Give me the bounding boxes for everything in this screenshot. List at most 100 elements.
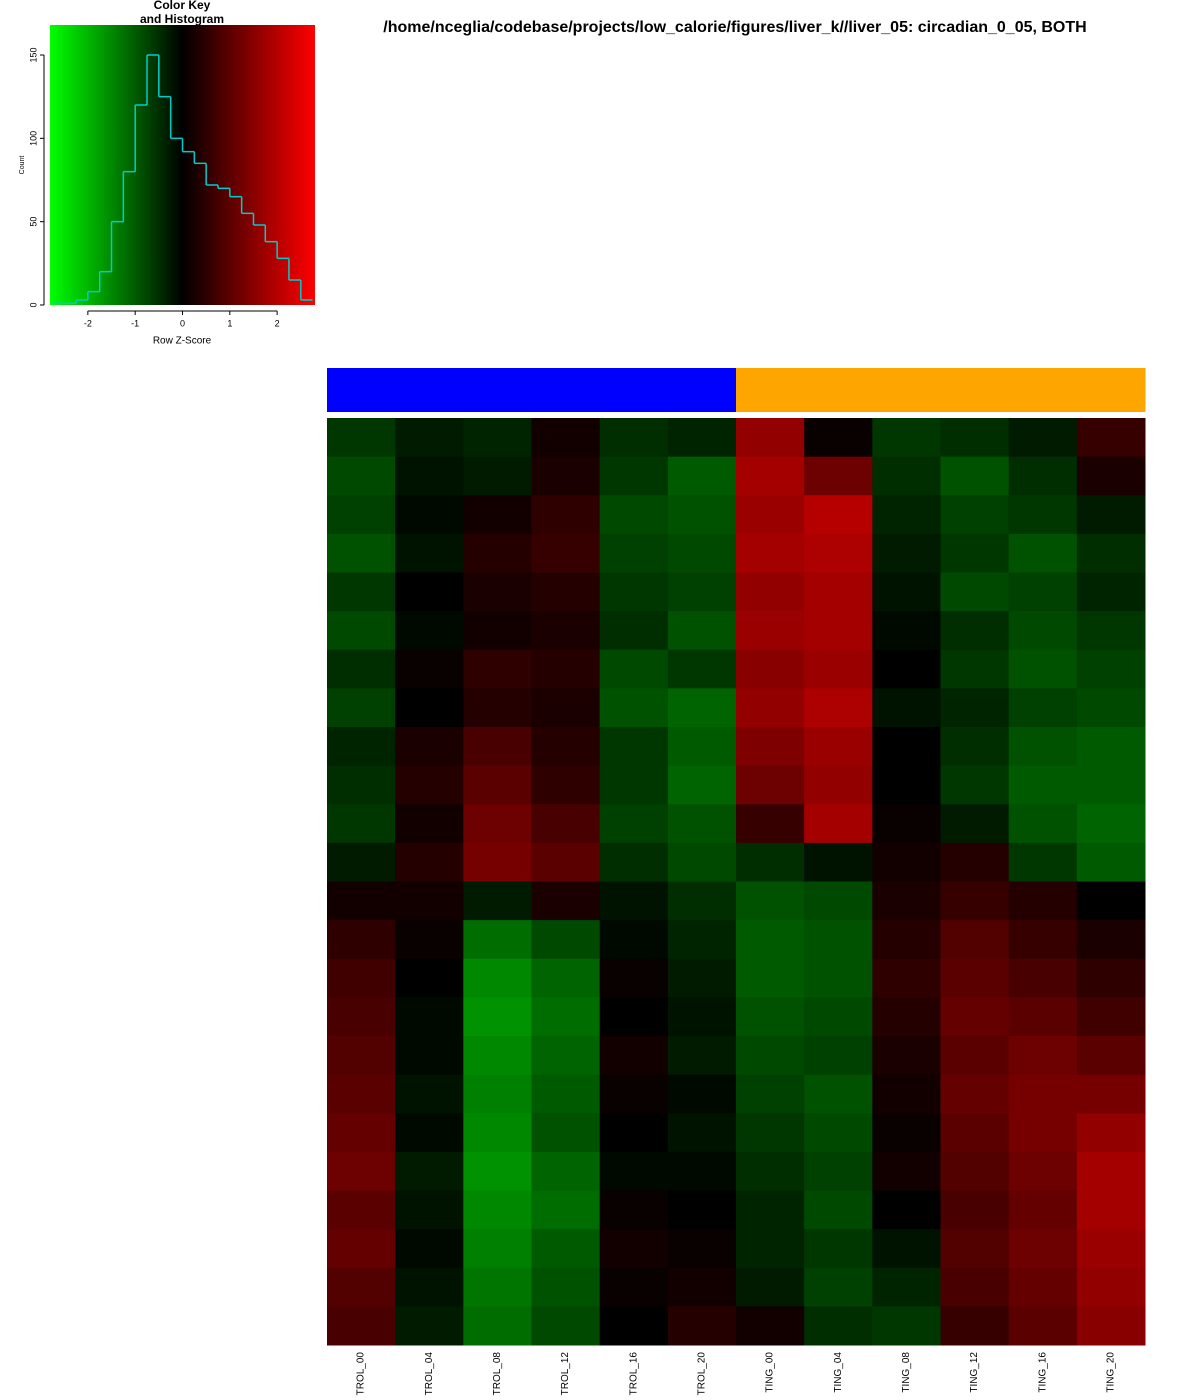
column-label: TROL_04 xyxy=(424,1352,435,1396)
heatmap-cell xyxy=(395,533,464,573)
heatmap-cell xyxy=(1076,1036,1146,1076)
heatmap-cell xyxy=(463,1190,532,1230)
heatmap-cell xyxy=(599,958,669,998)
heatmap-cell xyxy=(804,881,873,921)
heatmap-cell xyxy=(940,1036,1010,1076)
heatmap-cell xyxy=(736,1036,805,1076)
heatmap-cell xyxy=(531,958,601,998)
heatmap-cell xyxy=(667,688,737,728)
heatmap-cell xyxy=(599,649,669,689)
heatmap-cell xyxy=(599,418,669,458)
heatmap-cell xyxy=(872,881,941,921)
heatmap-cell xyxy=(395,495,464,535)
heatmap-cell xyxy=(1076,1229,1146,1269)
x-tick-label: -2 xyxy=(84,318,92,328)
heatmap-cell xyxy=(872,418,941,458)
heatmap-cell xyxy=(940,1074,1010,1114)
heatmap-cell xyxy=(599,804,669,844)
heatmap-cell xyxy=(463,572,532,612)
heatmap-cell xyxy=(1008,1267,1078,1307)
column-label: TING_08 xyxy=(901,1352,912,1393)
key-title: Color Key xyxy=(154,0,211,12)
heatmap-cell xyxy=(599,1036,669,1076)
heatmap-cell xyxy=(736,418,805,458)
heatmap-cell xyxy=(1008,1190,1078,1230)
heatmap-cell xyxy=(736,649,805,689)
heatmap-cell xyxy=(667,1306,737,1346)
x-tick-label: 2 xyxy=(275,318,280,328)
heatmap-cell xyxy=(463,997,532,1037)
heatmap-cell xyxy=(804,1306,873,1346)
heatmap-cell xyxy=(327,456,396,496)
heatmap-cell xyxy=(531,1036,601,1076)
heatmap-cell xyxy=(1008,765,1078,805)
heatmap-cell xyxy=(395,842,464,882)
heatmap-cell xyxy=(395,997,464,1037)
heatmap-cell xyxy=(395,1151,464,1191)
heatmap-cell xyxy=(872,1036,941,1076)
heatmap-cell xyxy=(1008,1113,1078,1153)
heatmap-cell xyxy=(463,456,532,496)
heatmap-cell xyxy=(736,611,805,651)
heatmap-cell xyxy=(872,997,941,1037)
heatmap-cell xyxy=(395,920,464,960)
heatmap-cell xyxy=(1076,842,1146,882)
heatmap-cell xyxy=(327,997,396,1037)
heatmap-cell xyxy=(667,1036,737,1076)
heatmap-cell xyxy=(804,418,873,458)
heatmap-cell xyxy=(872,765,941,805)
heatmap-cell xyxy=(736,1306,805,1346)
heatmap-cell xyxy=(395,456,464,496)
heatmap-cell xyxy=(804,958,873,998)
heatmap-cell xyxy=(736,881,805,921)
heatmap-cell xyxy=(667,804,737,844)
heatmap-cell xyxy=(872,727,941,767)
column-label: TING_16 xyxy=(1037,1352,1048,1393)
heatmap-cell xyxy=(463,727,532,767)
heatmap-cell xyxy=(599,688,669,728)
heatmap-cell xyxy=(395,1267,464,1307)
heatmap-cell xyxy=(327,1229,396,1269)
heatmap-cell xyxy=(804,495,873,535)
heatmap-cell xyxy=(327,958,396,998)
heatmap-cell xyxy=(940,456,1010,496)
heatmap-cell xyxy=(395,727,464,767)
heatmap-cell xyxy=(327,765,396,805)
heatmap-cell xyxy=(940,920,1010,960)
heatmap-cell xyxy=(940,997,1010,1037)
heatmap-cell xyxy=(599,1306,669,1346)
column-side-color xyxy=(804,368,873,412)
heatmap-cell xyxy=(531,1151,601,1191)
heatmap-cell xyxy=(940,1190,1010,1230)
column-side-color xyxy=(1076,368,1146,412)
column-label: TING_12 xyxy=(969,1352,980,1393)
heatmap-cell xyxy=(327,1036,396,1076)
heatmap-cell xyxy=(940,1267,1010,1307)
heatmap-cell xyxy=(872,1306,941,1346)
heatmap-cell xyxy=(940,1306,1010,1346)
heatmap-cell xyxy=(940,572,1010,612)
heatmap-cell xyxy=(804,1036,873,1076)
heatmap-cell xyxy=(463,842,532,882)
heatmap-cell xyxy=(872,1229,941,1269)
heatmap-cell xyxy=(1076,1306,1146,1346)
column-label: TING_20 xyxy=(1106,1352,1117,1393)
heatmap-cell xyxy=(1076,727,1146,767)
heatmap-cell xyxy=(599,881,669,921)
heatmap-cell xyxy=(531,727,601,767)
heatmap-cell xyxy=(463,533,532,573)
heatmap-cell xyxy=(531,842,601,882)
heatmap-cell xyxy=(667,1267,737,1307)
heatmap-cell xyxy=(531,495,601,535)
heatmap-cell xyxy=(327,1190,396,1230)
heatmap-cell xyxy=(327,920,396,960)
heatmap-cell xyxy=(940,418,1010,458)
heatmap-cell xyxy=(1076,804,1146,844)
heatmap-cell xyxy=(395,1190,464,1230)
heatmap-cell xyxy=(1008,958,1078,998)
heatmap-cell xyxy=(599,611,669,651)
heatmap-cell xyxy=(463,1113,532,1153)
column-label: TROL_12 xyxy=(560,1352,571,1396)
heatmap-cell xyxy=(463,958,532,998)
heatmap-cell xyxy=(395,881,464,921)
